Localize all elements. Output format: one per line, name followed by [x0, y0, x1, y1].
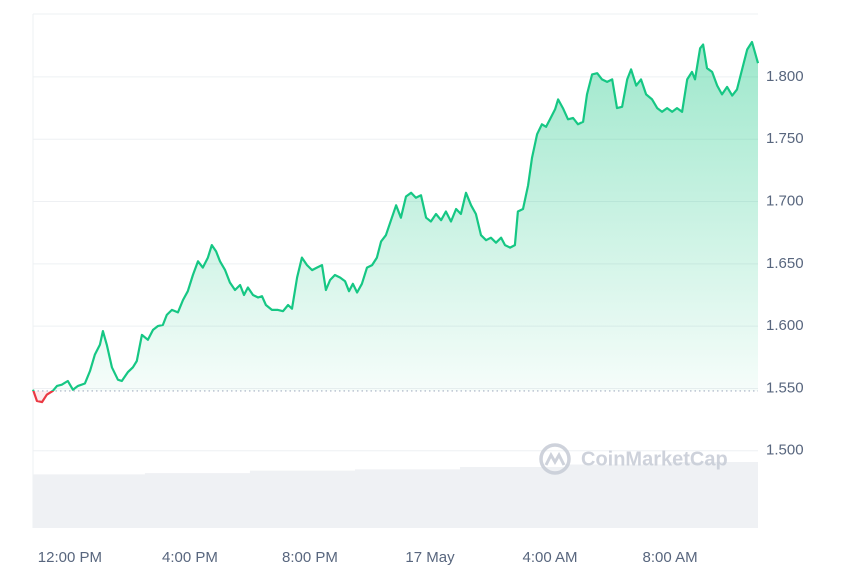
- watermark-logo: [539, 443, 571, 475]
- watermark-logo-mark: [544, 451, 566, 466]
- plot-layer: 1.500 1.550 1.600 1.650 1.700 1.750 1.800 12:00…: [31, 40, 804, 566]
- x-tick-label: 12:00 PM: [38, 549, 102, 566]
- y-tick-label: 1.800: [766, 68, 804, 85]
- x-tick-label: 4:00 AM: [523, 549, 578, 566]
- area-fill: [33, 42, 758, 403]
- price-line: [31, 40, 760, 404]
- y-tick-label: 1.600: [766, 317, 804, 334]
- x-tick-label: 4:00 PM: [162, 549, 218, 566]
- x-tick-label: 8:00 AM: [643, 549, 698, 566]
- y-tick-label: 1.500: [766, 442, 804, 459]
- background-layer: [32, 13, 758, 528]
- x-tick-label: 8:00 PM: [282, 549, 338, 566]
- y-tick-label: 1.700: [766, 193, 804, 210]
- volume-area: [33, 458, 758, 528]
- y-tick-label: 1.750: [766, 130, 804, 147]
- x-tick-label: 17 May: [405, 549, 455, 566]
- y-tick-label: 1.550: [766, 379, 804, 396]
- watermark-text: CoinMarketCap: [581, 448, 728, 470]
- y-tick-label: 1.650: [766, 255, 804, 272]
- watermark: CoinMarketCap: [539, 443, 728, 475]
